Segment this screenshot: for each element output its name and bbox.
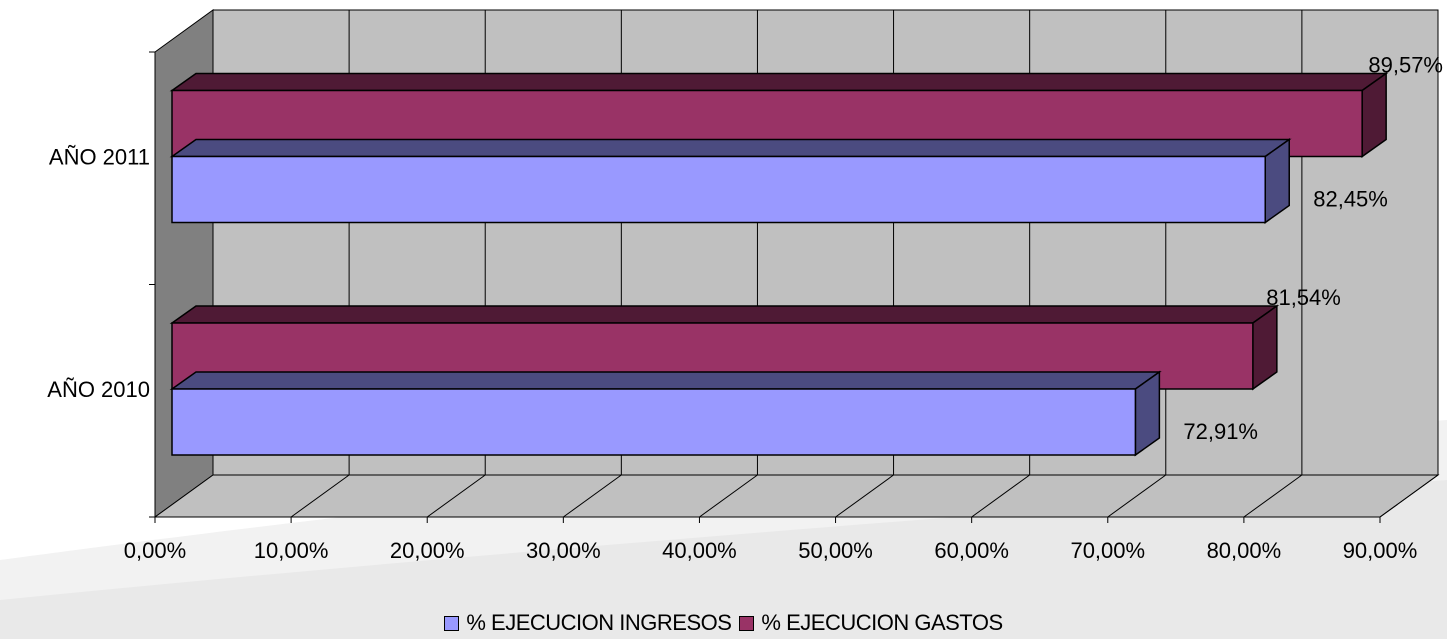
bar-ingresos-0-top bbox=[169, 371, 1162, 390]
x-tick-label: 70,00% bbox=[1070, 538, 1145, 563]
x-tick-label: 60,00% bbox=[934, 538, 1009, 563]
data-labels: 72,91% 81,54% 82,45% 89,57% bbox=[1183, 53, 1443, 445]
category-label: AÑO 2010 bbox=[47, 377, 150, 402]
gridline-floor bbox=[699, 474, 758, 518]
gridline-floor bbox=[1107, 474, 1167, 518]
legend-swatch-ingresos bbox=[444, 615, 460, 631]
gridline-floor bbox=[835, 474, 894, 518]
data-label-gastos: 89,57% bbox=[1368, 53, 1443, 78]
data-label-gastos: 81,54% bbox=[1266, 285, 1341, 310]
x-tick-label: 50,00% bbox=[798, 538, 873, 563]
x-tick-label: 30,00% bbox=[526, 538, 601, 563]
gridline-floor bbox=[971, 474, 1030, 518]
category-labels: AÑO 2010 AÑO 2011 bbox=[47, 145, 150, 403]
data-label-ingresos: 82,45% bbox=[1313, 187, 1388, 212]
bar-ingresos-0-front bbox=[171, 388, 1137, 456]
bar-ingresos-1 bbox=[169, 138, 1292, 224]
category-label: AÑO 2011 bbox=[49, 145, 150, 170]
data-label-ingresos: 72,91% bbox=[1183, 419, 1258, 444]
x-tick-label: 20,00% bbox=[390, 538, 465, 563]
gridline-floor bbox=[1243, 474, 1303, 518]
legend-item-gastos: % EJECUCION GASTOS bbox=[739, 610, 1003, 636]
floor bbox=[153, 474, 1440, 518]
legend-swatch-gastos bbox=[739, 615, 755, 631]
bars-layer bbox=[169, 72, 1389, 457]
legend: % EJECUCION INGRESOS % EJECUCION GASTOS bbox=[0, 610, 1447, 636]
x-tick-label: 0,00% bbox=[124, 538, 186, 563]
gridline-floor bbox=[290, 474, 350, 518]
bar-ingresos-0 bbox=[169, 370, 1162, 457]
gridline-floor bbox=[426, 474, 486, 518]
x-tick-label: 90,00% bbox=[1343, 538, 1418, 563]
x-tick-label: 10,00% bbox=[254, 538, 329, 563]
gridline-floor bbox=[563, 474, 622, 518]
x-tick-label: 80,00% bbox=[1207, 538, 1282, 563]
gridline-floor bbox=[1379, 474, 1439, 518]
x-axis-tick-labels: 0,00% 10,00% 20,00% 30,00% 40,00% 50,00% 60,00… bbox=[124, 538, 1418, 563]
legend-label-gastos: % EJECUCION GASTOS bbox=[761, 610, 1003, 635]
bar-gastos-1-top bbox=[169, 72, 1389, 92]
bar-ingresos-1-front bbox=[171, 155, 1266, 224]
x-tick-label: 40,00% bbox=[662, 538, 737, 563]
legend-item-ingresos: % EJECUCION INGRESOS bbox=[444, 610, 732, 636]
bar-ingresos-1-top bbox=[169, 138, 1292, 158]
legend-label-ingresos: % EJECUCION INGRESOS bbox=[466, 610, 732, 635]
bar-chart: AÑO 2010 AÑO 2011 0,00% 10,00% 20,00% 30,00%… bbox=[47, 9, 1443, 563]
bar-gastos-0-top bbox=[169, 305, 1280, 324]
